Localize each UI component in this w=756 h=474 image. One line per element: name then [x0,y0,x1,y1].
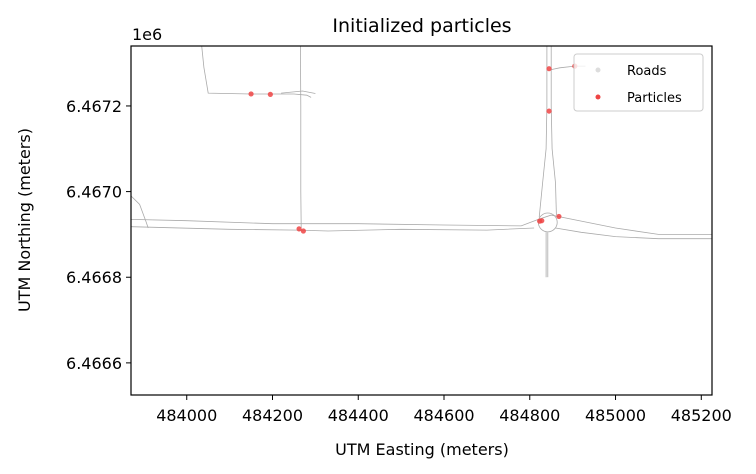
particle-point [248,91,254,97]
road-line [201,46,312,98]
legend-particles-label: Particles [627,91,682,106]
plot-frame [130,45,713,396]
y-tick-label: 6.4670 [66,183,122,202]
y-tick-label: 6.4666 [66,354,122,373]
legend-roads-marker [595,67,601,73]
roads-layer [131,46,712,278]
x-axis: 484000 484200 484400 484600 484800 485000 4852… [156,395,732,425]
particle-point [539,218,545,224]
chart-title: Initialized particles [332,15,511,37]
road-line [300,46,302,229]
x-tick-label: 484600 [413,406,474,425]
legend-particles-marker [595,94,601,100]
particle-point [296,226,302,232]
road-line [538,46,548,218]
road-line [555,227,712,240]
y-axis: 6.4666 6.4668 6.4670 6.4672 [66,97,131,373]
particle-point [267,91,273,97]
particle-point [300,228,306,234]
y-offset-label: 1e6 [132,25,162,44]
x-tick-label: 484000 [156,406,217,425]
y-tick-label: 6.4668 [66,268,122,287]
road-line [550,46,557,216]
road-line [131,214,712,235]
legend-roads-label: Roads [627,64,667,79]
x-axis-label: UTM Easting (meters) [335,440,509,459]
x-tick-label: 484200 [242,406,303,425]
x-tick-label: 485000 [585,406,646,425]
x-tick-label: 485200 [671,406,732,425]
y-axis-label: UTM Northing (meters) [15,128,34,312]
road-line [281,90,316,94]
particle-point [546,66,552,72]
x-tick-label: 484400 [328,406,389,425]
particles-layer [248,63,578,234]
y-tick-label: 6.4672 [66,97,122,116]
legend: Roads Particles [573,53,704,112]
road-line [131,195,149,229]
x-tick-label: 484800 [499,406,560,425]
particle-point [546,108,552,114]
legend-box [573,53,704,112]
particle-point [556,213,562,220]
road-line [131,226,535,232]
